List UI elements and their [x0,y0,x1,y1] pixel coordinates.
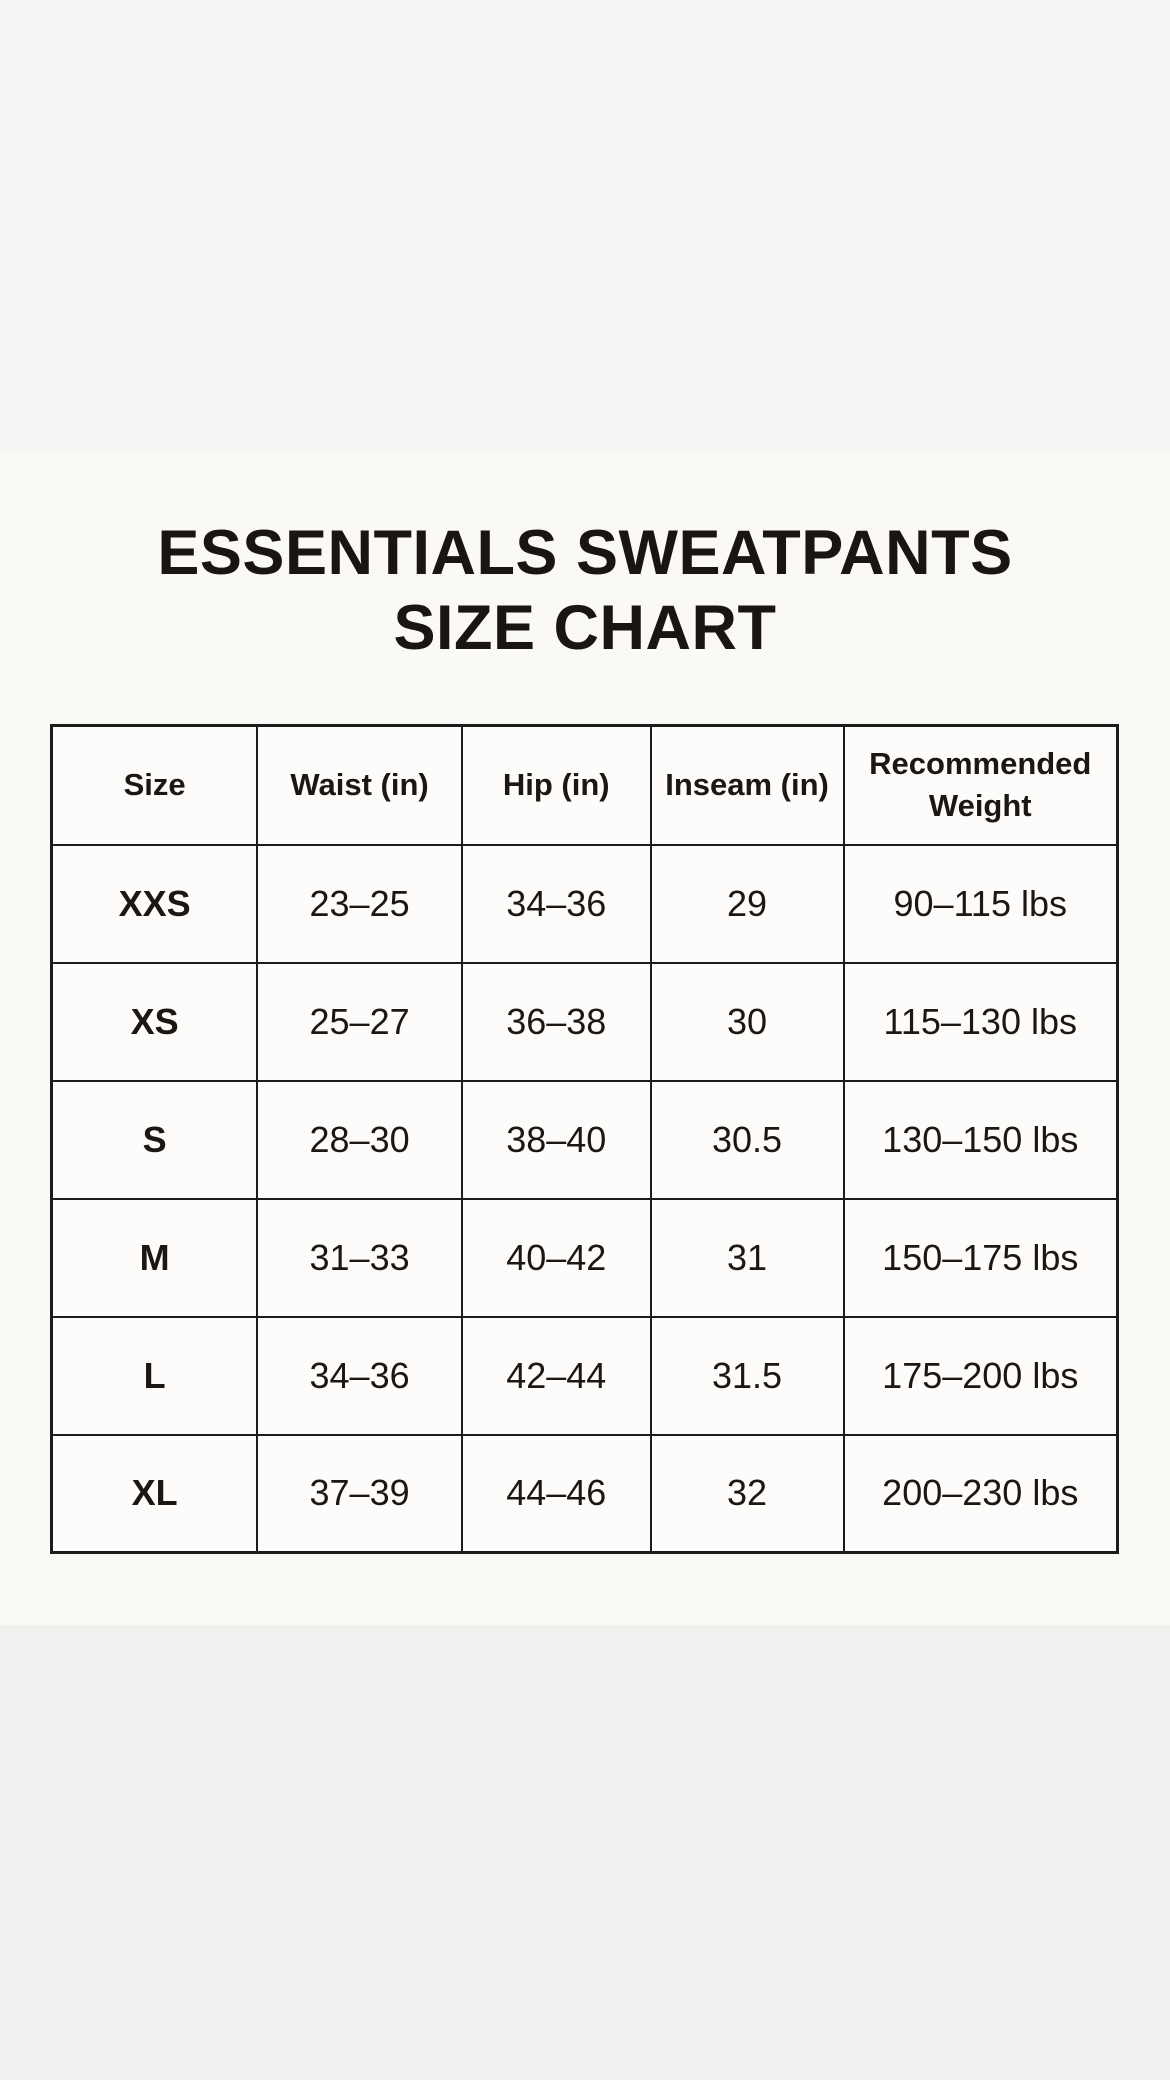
table-row-l: L 34–36 42–44 31.5 175–200 lbs [50,1315,1119,1436]
cell-xs-size: XS [50,961,259,1082]
cell-s-hip-in: 38–40 [460,1079,652,1200]
table-row-xl: XL 37–39 44–46 32 200–230 lbs [50,1433,1119,1554]
cell-xl-inseam-in: 32 [649,1433,845,1554]
cell-s-size: S [50,1079,259,1200]
cell-xl-recommended-weight: 200–230 lbs [842,1433,1119,1554]
cell-xl-size: XL [50,1433,259,1554]
cell-xl-waist-in: 37–39 [256,1433,463,1554]
cell-m-recommended-weight: 150–175 lbs [842,1197,1119,1318]
header-row: Size Waist (in) Hip (in) Inseam (in) Recomme… [50,724,1119,846]
page-title-line1: ESSENTIALS SWEATPANTS [157,518,1013,588]
table-row-xs: XS 25–27 36–38 30 115–130 lbs [50,961,1119,1082]
cell-xxs-size: XXS [50,843,259,964]
cell-xxs-recommended-weight: 90–115 lbs [842,843,1119,964]
cell-xs-hip-in: 36–38 [460,961,652,1082]
column-header-waist-in: Waist (in) [256,724,463,846]
column-header-inseam-in: Inseam (in) [649,724,845,846]
table-row-s: S 28–30 38–40 30.5 130–150 lbs [50,1079,1119,1200]
table-row-m: M 31–33 40–42 31 150–175 lbs [50,1197,1119,1318]
cell-s-waist-in: 28–30 [256,1079,463,1200]
cell-s-recommended-weight: 130–150 lbs [842,1079,1119,1200]
column-header-size: Size [50,724,259,846]
cell-l-size: L [50,1315,259,1436]
cell-m-hip-in: 40–42 [460,1197,652,1318]
size-chart-body: XXS 23–25 34–36 29 90–115 lbs XS 25–27 36–38 30 1… [50,843,1119,1554]
cell-xxs-inseam-in: 29 [649,843,845,964]
cell-l-waist-in: 34–36 [256,1315,463,1436]
page-title-line2: SIZE CHART [393,593,777,663]
cell-xs-inseam-in: 30 [649,961,845,1082]
cell-l-hip-in: 42–44 [460,1315,652,1436]
cell-xs-waist-in: 25–27 [256,961,463,1082]
bottom-background-band [0,1625,1170,2080]
size-chart-table: Size Waist (in) Hip (in) Inseam (in) Recomme… [50,724,1119,1554]
cell-m-waist-in: 31–33 [256,1197,463,1318]
cell-l-inseam-in: 31.5 [649,1315,845,1436]
table-row-xxs: XXS 23–25 34–36 29 90–115 lbs [50,843,1119,964]
cell-l-recommended-weight: 175–200 lbs [842,1315,1119,1436]
column-header-hip-in: Hip (in) [460,724,652,846]
cell-m-inseam-in: 31 [649,1197,845,1318]
cell-xs-recommended-weight: 115–130 lbs [842,961,1119,1082]
cell-s-inseam-in: 30.5 [649,1079,845,1200]
cell-xl-hip-in: 44–46 [460,1433,652,1554]
top-background-band [0,0,1170,453]
cell-m-size: M [50,1197,259,1318]
cell-xxs-hip-in: 34–36 [460,843,652,964]
column-header-recommended-weight: Recommended Weight [842,724,1119,846]
page-title: ESSENTIALS SWEATPANTS SIZE CHART [0,516,1170,666]
cell-xxs-waist-in: 23–25 [256,843,463,964]
